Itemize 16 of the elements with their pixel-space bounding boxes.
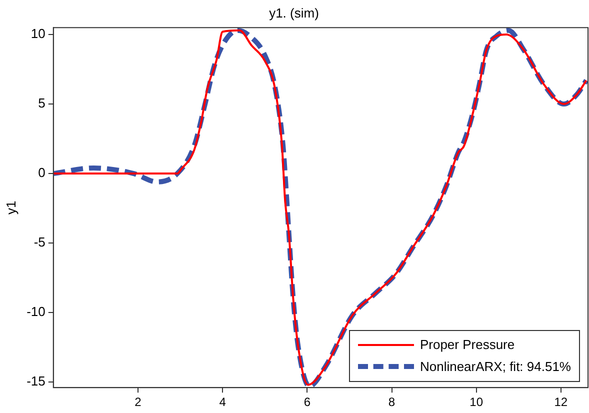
- x-tick-label: 10: [470, 395, 484, 410]
- y-tick-label: 10: [30, 26, 46, 42]
- x-tick-label: 8: [388, 395, 396, 410]
- x-tick-label: 4: [219, 395, 226, 410]
- legend-label: Proper Pressure: [420, 337, 515, 352]
- x-tick-label: 6: [304, 395, 311, 410]
- x-tick-label: 2: [134, 395, 142, 410]
- y-axis-title: y1: [3, 200, 18, 214]
- y-tick-label: 0: [38, 165, 46, 180]
- y-tick-label: 5: [38, 96, 46, 111]
- y-tick-label: -5: [34, 234, 46, 250]
- legend-label: NonlinearARX; fit: 94.51%: [420, 359, 571, 374]
- x-tick-label: 12: [554, 395, 568, 410]
- y-tick-label: -15: [26, 374, 46, 389]
- chart-title: y1. (sim): [269, 5, 319, 20]
- y-tick-label: -10: [26, 304, 46, 320]
